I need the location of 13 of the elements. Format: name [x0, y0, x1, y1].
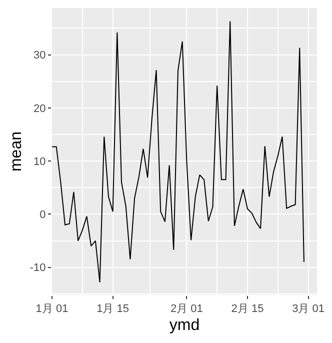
line-series — [52, 20, 304, 283]
x-tick-label: 2月 01 — [170, 303, 203, 316]
x-tick-label: 2月 15 — [231, 303, 264, 316]
y-tick-label: 0 — [40, 209, 46, 222]
y-axis-title: mean — [8, 131, 25, 172]
y-tick-label: -10 — [30, 262, 46, 274]
y-tick-label: 10 — [34, 156, 46, 168]
y-tick-label: 30 — [34, 50, 46, 62]
y-tick-label: 20 — [34, 102, 46, 115]
x-tick-label: 3月 01 — [292, 303, 325, 316]
x-tick-label: 1月 01 — [36, 303, 68, 316]
x-axis-title: ymd — [169, 316, 200, 334]
x-tick-label: 1月 15 — [96, 303, 130, 316]
